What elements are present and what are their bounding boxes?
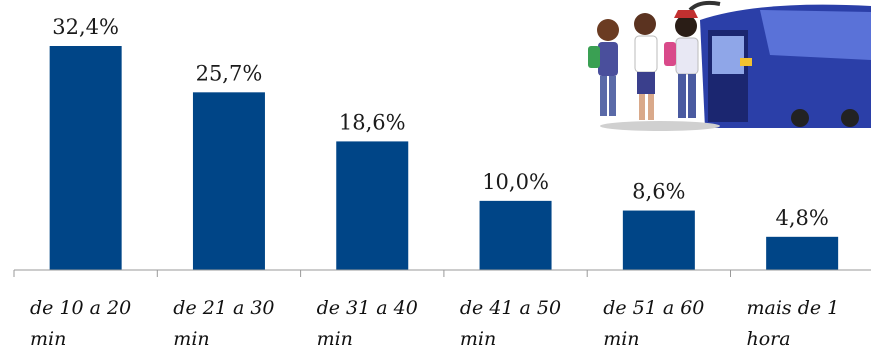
category-label-2-line-0: de 31 a 40 xyxy=(317,297,418,319)
x-axis-ticks xyxy=(13,270,731,277)
value-label-2: 18,6% xyxy=(339,110,406,134)
category-label-4-line-1: min xyxy=(603,328,639,347)
category-label-3-line-1: min xyxy=(460,328,496,347)
category-label-3-line-0: de 41 a 50 xyxy=(460,297,561,319)
bars-group xyxy=(49,46,839,270)
bar-5 xyxy=(766,236,839,270)
value-label-3: 10,0% xyxy=(482,170,549,194)
students-boarding-bus-illustration xyxy=(588,0,871,131)
category-label-1-line-1: min xyxy=(173,328,209,347)
category-label-5-line-0: mais de 1 xyxy=(747,297,840,319)
value-label-0: 32,4% xyxy=(52,15,119,39)
category-label-1-line-0: de 21 a 30 xyxy=(173,297,274,319)
value-labels-group: 32,4% 25,7% 18,6% 10,0% 8,6% 4,8% xyxy=(52,15,829,230)
value-label-1: 25,7% xyxy=(196,61,263,85)
value-label-5: 4,8% xyxy=(775,206,828,230)
bar-3 xyxy=(479,200,552,270)
category-labels-group: de 10 a 20 min de 21 a 30 min de 31 a 40 min d… xyxy=(30,297,839,347)
category-label-0-line-1: min xyxy=(30,328,66,347)
category-label-5-line-1: hora xyxy=(747,328,791,347)
bar-1 xyxy=(192,92,265,270)
bar-0 xyxy=(49,46,122,270)
category-label-2-line-1: min xyxy=(317,328,353,347)
category-label-0-line-0: de 10 a 20 xyxy=(30,297,131,319)
bar-4 xyxy=(622,210,695,270)
value-label-4: 8,6% xyxy=(632,180,685,204)
category-label-4-line-0: de 51 a 60 xyxy=(603,297,704,319)
bar-2 xyxy=(336,141,409,270)
